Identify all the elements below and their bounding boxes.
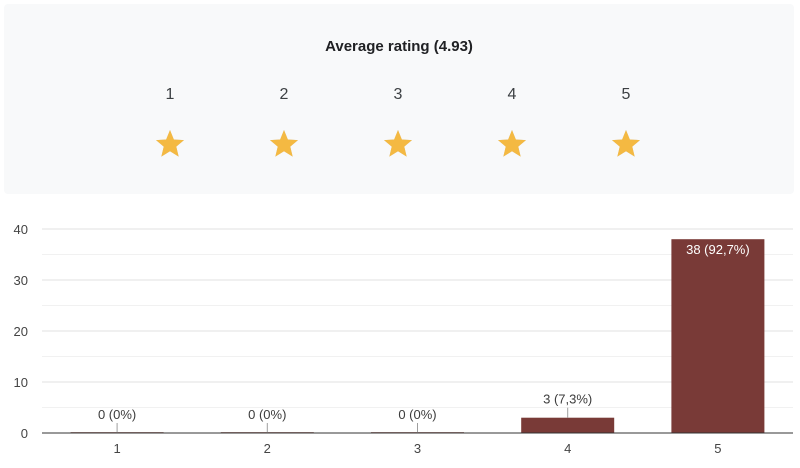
- data-label: 0 (0%): [98, 407, 136, 422]
- x-tick-label: 4: [564, 441, 571, 456]
- rating-bar-chart: 0 10 20 30 40 1 0 (0%) 2 0 (0%) 3 0 (0%) 4 3 (7,3%) 5…: [0, 210, 800, 468]
- bar-chart-svg: 0 10 20 30 40 1 0 (0%) 2 0 (0%) 3 0 (0%) 4 3 (7,3%) 5…: [14, 222, 793, 456]
- star-icon: [384, 130, 412, 157]
- bar-4: [521, 417, 615, 433]
- average-rating-title: Average rating (4.93): [325, 38, 473, 55]
- star-icon: [498, 130, 526, 157]
- star-number-label: 5: [621, 86, 631, 103]
- data-label: 0 (0%): [248, 407, 286, 422]
- data-label: 3 (7,3%): [543, 392, 592, 407]
- star-icon: [270, 130, 298, 157]
- data-label: 0 (0%): [398, 407, 436, 422]
- y-tick-label: 40: [14, 222, 28, 237]
- star-number-label: 1: [165, 86, 175, 103]
- star-item-3: 3: [368, 84, 428, 160]
- y-tick-label: 0: [21, 426, 28, 441]
- star-item-2: 2: [254, 84, 314, 160]
- x-tick-label: 1: [113, 441, 120, 456]
- rating-card: Average rating (4.93) 1 2 3 4 5: [4, 4, 794, 194]
- star-icon: [156, 130, 184, 157]
- star-icon: [612, 130, 640, 157]
- star-item-5: 5: [596, 84, 656, 160]
- data-label: 38 (92,7%): [686, 242, 750, 257]
- y-tick-label: 30: [14, 273, 28, 288]
- star-number-label: 4: [507, 86, 517, 103]
- star-item-1: 1: [140, 84, 200, 160]
- star-number-label: 2: [279, 86, 289, 103]
- star-number-label: 3: [393, 86, 403, 103]
- bar-5: [671, 239, 765, 433]
- x-tick-label: 5: [714, 441, 721, 456]
- y-tick-label: 10: [14, 375, 28, 390]
- x-tick-label: 2: [264, 441, 271, 456]
- x-tick-label: 3: [414, 441, 421, 456]
- star-item-4: 4: [482, 84, 542, 160]
- y-tick-label: 20: [14, 324, 28, 339]
